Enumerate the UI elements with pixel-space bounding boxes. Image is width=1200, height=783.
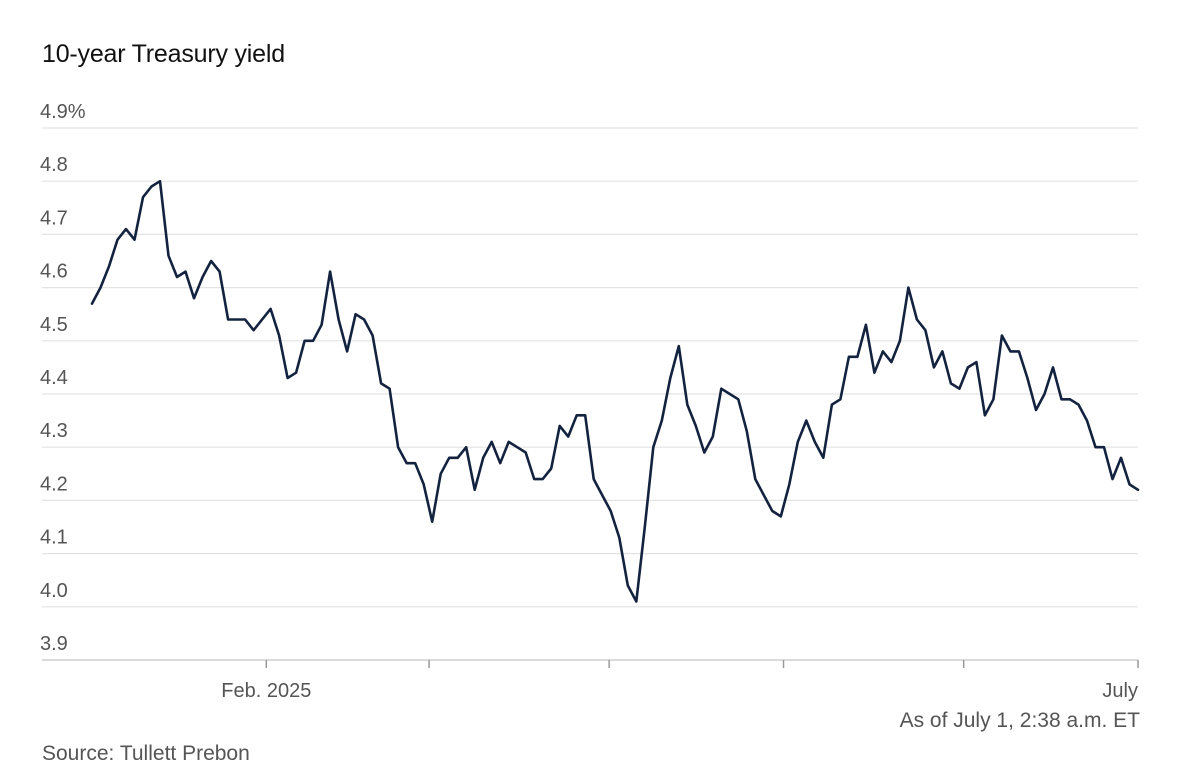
y-tick-label: 4.5 — [40, 314, 68, 336]
y-tick-label: 4.0 — [40, 580, 68, 602]
x-tick-label: Feb. 2025 — [221, 680, 311, 702]
series-group — [90, 179, 1140, 603]
y-tick-label: 3.9 — [40, 633, 68, 655]
y-tick-label: 4.8 — [40, 154, 68, 176]
y-tick-label: 4.6 — [40, 261, 68, 283]
y-axis-tick-labels: 4.9% 4.8 4.7 4.6 4.5 4.4 4.3 4.2 4.1 4.0 3.9 — [40, 101, 86, 655]
x-tick-label: July — [1102, 680, 1138, 702]
series-line-10-year-yield — [90, 179, 1140, 603]
source-credit: Source: Tullett Prebon — [42, 742, 250, 765]
y-tick-label: 4.2 — [40, 473, 68, 495]
as-of-timestamp: As of July 1, 2:38 a.m. ET — [899, 709, 1140, 732]
chart-title: 10-year Treasury yield — [42, 40, 285, 68]
y-tick-label: 4.9% — [40, 101, 86, 123]
y-tick-label: 4.3 — [40, 420, 68, 442]
y-tick-label: 4.4 — [40, 367, 68, 389]
y-tick-label: 4.1 — [40, 527, 68, 549]
y-tick-label: 4.7 — [40, 207, 68, 229]
gridlines — [42, 127, 1138, 608]
x-axis: Feb. 2025 July — [42, 659, 1139, 702]
